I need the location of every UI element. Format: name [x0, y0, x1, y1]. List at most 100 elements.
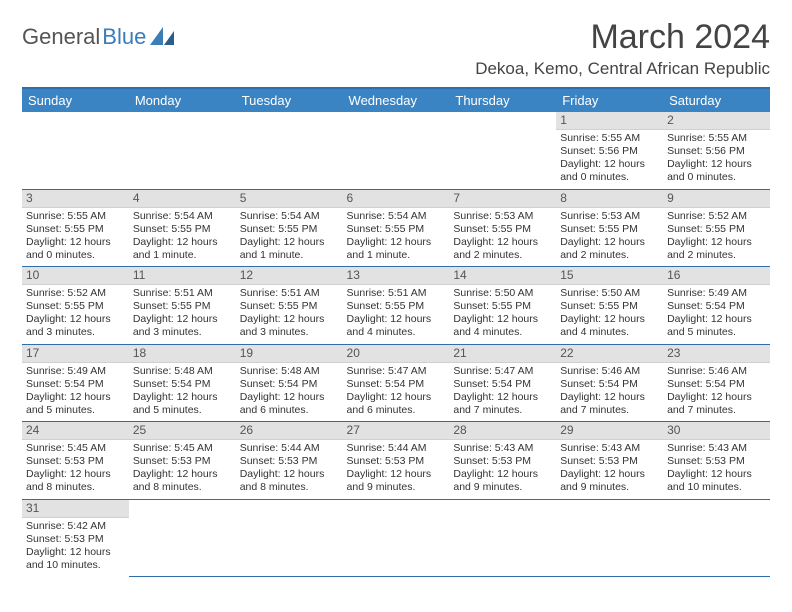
- calendar-cell: 25Sunrise: 5:45 AMSunset: 5:53 PMDayligh…: [129, 422, 236, 500]
- sunset-text: Sunset: 5:55 PM: [347, 223, 446, 236]
- day-body: Sunrise: 5:43 AMSunset: 5:53 PMDaylight:…: [663, 440, 770, 499]
- daylight-text: Daylight: 12 hours and 6 minutes.: [347, 391, 446, 417]
- day-body: Sunrise: 5:51 AMSunset: 5:55 PMDaylight:…: [343, 285, 450, 344]
- sunset-text: Sunset: 5:54 PM: [240, 378, 339, 391]
- day-number: 22: [556, 345, 663, 363]
- day-body: Sunrise: 5:52 AMSunset: 5:55 PMDaylight:…: [22, 285, 129, 344]
- day-number: 29: [556, 422, 663, 440]
- day-number: 23: [663, 345, 770, 363]
- calendar-row: 24Sunrise: 5:45 AMSunset: 5:53 PMDayligh…: [22, 422, 770, 500]
- sunset-text: Sunset: 5:53 PM: [560, 455, 659, 468]
- day-body: Sunrise: 5:46 AMSunset: 5:54 PMDaylight:…: [556, 363, 663, 422]
- day-number: 20: [343, 345, 450, 363]
- sunrise-text: Sunrise: 5:46 AM: [560, 365, 659, 378]
- sunrise-text: Sunrise: 5:53 AM: [560, 210, 659, 223]
- day-body: Sunrise: 5:53 AMSunset: 5:55 PMDaylight:…: [556, 208, 663, 267]
- calendar-cell: 30Sunrise: 5:43 AMSunset: 5:53 PMDayligh…: [663, 422, 770, 500]
- calendar-cell: 2Sunrise: 5:55 AMSunset: 5:56 PMDaylight…: [663, 112, 770, 189]
- daylight-text: Daylight: 12 hours and 0 minutes.: [667, 158, 766, 184]
- day-number: 30: [663, 422, 770, 440]
- day-number: 14: [449, 267, 556, 285]
- sunset-text: Sunset: 5:53 PM: [26, 455, 125, 468]
- sunrise-text: Sunrise: 5:48 AM: [133, 365, 232, 378]
- sunrise-text: Sunrise: 5:49 AM: [26, 365, 125, 378]
- day-number: 24: [22, 422, 129, 440]
- day-body: Sunrise: 5:45 AMSunset: 5:53 PMDaylight:…: [22, 440, 129, 499]
- calendar-cell: 18Sunrise: 5:48 AMSunset: 5:54 PMDayligh…: [129, 344, 236, 422]
- calendar-cell: [22, 112, 129, 189]
- sunrise-text: Sunrise: 5:43 AM: [453, 442, 552, 455]
- calendar-cell: 21Sunrise: 5:47 AMSunset: 5:54 PMDayligh…: [449, 344, 556, 422]
- day-body: Sunrise: 5:51 AMSunset: 5:55 PMDaylight:…: [129, 285, 236, 344]
- sunset-text: Sunset: 5:54 PM: [453, 378, 552, 391]
- calendar-cell: 22Sunrise: 5:46 AMSunset: 5:54 PMDayligh…: [556, 344, 663, 422]
- calendar-cell: 5Sunrise: 5:54 AMSunset: 5:55 PMDaylight…: [236, 189, 343, 267]
- sunrise-text: Sunrise: 5:54 AM: [240, 210, 339, 223]
- sunrise-text: Sunrise: 5:43 AM: [667, 442, 766, 455]
- sunset-text: Sunset: 5:56 PM: [667, 145, 766, 158]
- daylight-text: Daylight: 12 hours and 1 minute.: [240, 236, 339, 262]
- location-text: Dekoa, Kemo, Central African Republic: [475, 59, 770, 79]
- daylight-text: Daylight: 12 hours and 8 minutes.: [133, 468, 232, 494]
- daylight-text: Daylight: 12 hours and 1 minute.: [347, 236, 446, 262]
- logo-sail-icon: [150, 27, 176, 47]
- day-body: Sunrise: 5:44 AMSunset: 5:53 PMDaylight:…: [236, 440, 343, 499]
- calendar-cell: [343, 112, 450, 189]
- day-number: 12: [236, 267, 343, 285]
- calendar-cell: 17Sunrise: 5:49 AMSunset: 5:54 PMDayligh…: [22, 344, 129, 422]
- sunset-text: Sunset: 5:54 PM: [560, 378, 659, 391]
- calendar-cell: 16Sunrise: 5:49 AMSunset: 5:54 PMDayligh…: [663, 267, 770, 345]
- daylight-text: Daylight: 12 hours and 0 minutes.: [26, 236, 125, 262]
- sunset-text: Sunset: 5:54 PM: [133, 378, 232, 391]
- calendar-cell: 1Sunrise: 5:55 AMSunset: 5:56 PMDaylight…: [556, 112, 663, 189]
- day-number: 16: [663, 267, 770, 285]
- calendar-cell: 14Sunrise: 5:50 AMSunset: 5:55 PMDayligh…: [449, 267, 556, 345]
- calendar-cell: [556, 499, 663, 577]
- day-number: 19: [236, 345, 343, 363]
- calendar-cell: 29Sunrise: 5:43 AMSunset: 5:53 PMDayligh…: [556, 422, 663, 500]
- sunrise-text: Sunrise: 5:50 AM: [560, 287, 659, 300]
- sunrise-text: Sunrise: 5:44 AM: [240, 442, 339, 455]
- sunset-text: Sunset: 5:53 PM: [26, 533, 125, 546]
- sunset-text: Sunset: 5:55 PM: [560, 223, 659, 236]
- calendar-cell: [449, 499, 556, 577]
- calendar-cell: [129, 112, 236, 189]
- daylight-text: Daylight: 12 hours and 8 minutes.: [240, 468, 339, 494]
- sunset-text: Sunset: 5:55 PM: [240, 300, 339, 313]
- sunset-text: Sunset: 5:56 PM: [560, 145, 659, 158]
- day-body: Sunrise: 5:49 AMSunset: 5:54 PMDaylight:…: [22, 363, 129, 422]
- daylight-text: Daylight: 12 hours and 5 minutes.: [667, 313, 766, 339]
- day-number: 31: [22, 500, 129, 518]
- sunrise-text: Sunrise: 5:54 AM: [347, 210, 446, 223]
- day-number: 11: [129, 267, 236, 285]
- weekday-header-row: Sunday Monday Tuesday Wednesday Thursday…: [22, 89, 770, 112]
- calendar-row: 10Sunrise: 5:52 AMSunset: 5:55 PMDayligh…: [22, 267, 770, 345]
- day-body: Sunrise: 5:54 AMSunset: 5:55 PMDaylight:…: [343, 208, 450, 267]
- calendar-cell: 3Sunrise: 5:55 AMSunset: 5:55 PMDaylight…: [22, 189, 129, 267]
- calendar-cell: 19Sunrise: 5:48 AMSunset: 5:54 PMDayligh…: [236, 344, 343, 422]
- calendar-cell: 9Sunrise: 5:52 AMSunset: 5:55 PMDaylight…: [663, 189, 770, 267]
- daylight-text: Daylight: 12 hours and 10 minutes.: [26, 546, 125, 572]
- day-number: 15: [556, 267, 663, 285]
- daylight-text: Daylight: 12 hours and 3 minutes.: [133, 313, 232, 339]
- weekday-header: Tuesday: [236, 89, 343, 112]
- sunset-text: Sunset: 5:54 PM: [26, 378, 125, 391]
- sunset-text: Sunset: 5:54 PM: [667, 378, 766, 391]
- sunset-text: Sunset: 5:55 PM: [453, 300, 552, 313]
- daylight-text: Daylight: 12 hours and 0 minutes.: [560, 158, 659, 184]
- calendar-cell: [343, 499, 450, 577]
- calendar-cell: [236, 499, 343, 577]
- day-body: Sunrise: 5:43 AMSunset: 5:53 PMDaylight:…: [556, 440, 663, 499]
- calendar-cell: 31Sunrise: 5:42 AMSunset: 5:53 PMDayligh…: [22, 499, 129, 577]
- day-body: Sunrise: 5:54 AMSunset: 5:55 PMDaylight:…: [129, 208, 236, 267]
- sunrise-text: Sunrise: 5:45 AM: [133, 442, 232, 455]
- day-number: 7: [449, 190, 556, 208]
- sunset-text: Sunset: 5:55 PM: [560, 300, 659, 313]
- sunrise-text: Sunrise: 5:52 AM: [26, 287, 125, 300]
- daylight-text: Daylight: 12 hours and 3 minutes.: [26, 313, 125, 339]
- day-number: 17: [22, 345, 129, 363]
- logo-text-blue: Blue: [102, 24, 146, 50]
- daylight-text: Daylight: 12 hours and 9 minutes.: [453, 468, 552, 494]
- daylight-text: Daylight: 12 hours and 2 minutes.: [560, 236, 659, 262]
- sunset-text: Sunset: 5:55 PM: [667, 223, 766, 236]
